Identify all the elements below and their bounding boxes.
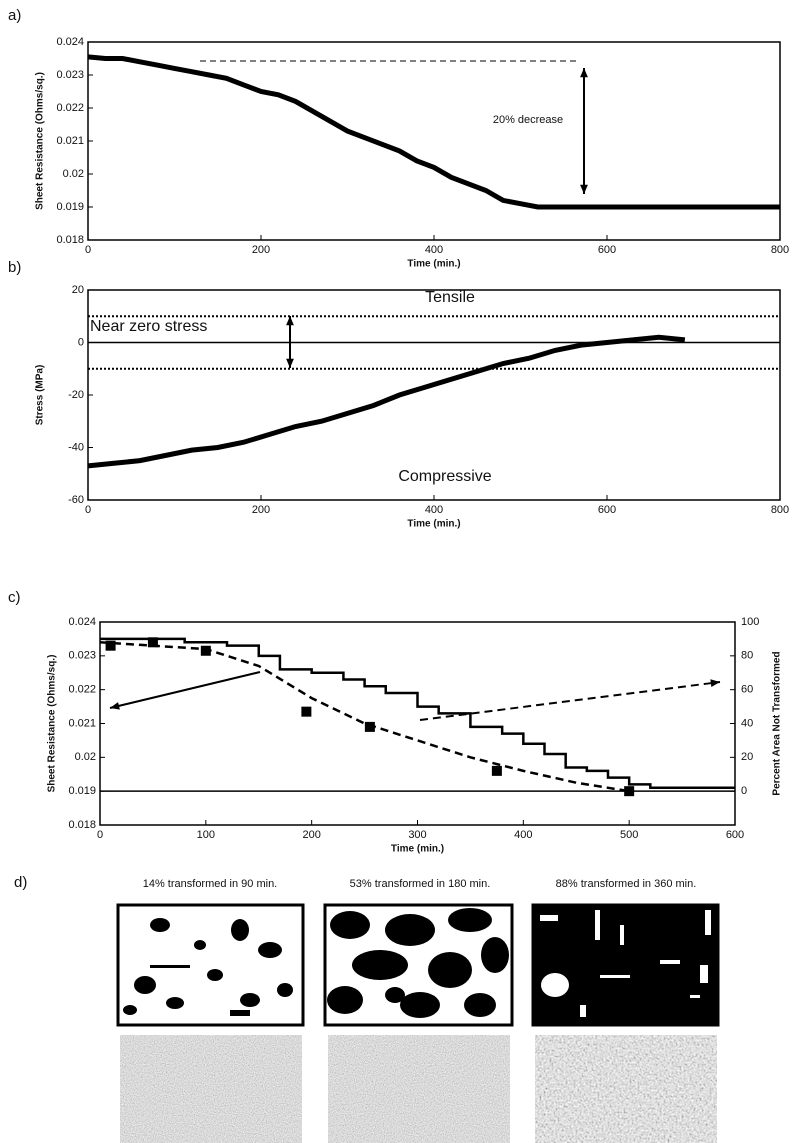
panel-label: b)	[8, 259, 21, 276]
series-line	[99, 641, 630, 793]
y-tick-label: -20	[68, 389, 84, 401]
binary-image	[323, 903, 514, 1027]
x-axis-title: Time (min.)	[407, 519, 460, 530]
y2-tick-label: 80	[741, 650, 753, 662]
marker	[105, 640, 116, 651]
x-axis-title: Time (min.)	[407, 259, 460, 270]
panel-label: d)	[14, 874, 27, 891]
y-tick-label: 0.021	[56, 135, 84, 147]
arrow-head	[110, 702, 120, 710]
annotation: Compressive	[398, 468, 491, 485]
y2-tick-label: 40	[741, 717, 753, 729]
series-line	[87, 54, 780, 210]
x-tick-label: 600	[598, 244, 616, 256]
y2-axis-title: Percent Area Not Transformed	[772, 651, 783, 795]
marker	[491, 765, 502, 776]
x-tick-label: 300	[408, 829, 426, 841]
caption: 88% transformed in 360 min.	[556, 878, 697, 890]
x-tick-label: 400	[425, 244, 443, 256]
y2-tick-label: 100	[741, 616, 759, 628]
y-tick-label: 0.024	[68, 616, 96, 628]
x-tick-label: 0	[85, 244, 91, 256]
y-axis-title: Stress (MPa)	[35, 365, 46, 426]
caption: 14% transformed in 90 min.	[143, 878, 278, 890]
y-tick-label: 0.019	[56, 201, 84, 213]
y-tick-label: -60	[68, 494, 84, 506]
panel-label: c)	[8, 589, 21, 606]
binary-image	[531, 903, 720, 1027]
x-tick-label: 200	[252, 244, 270, 256]
arrow-head	[580, 68, 588, 78]
annotation: Near zero stress	[90, 318, 207, 335]
y-axis-title: Sheet Resistance (Ohms/sq.)	[35, 72, 46, 210]
marker	[301, 706, 312, 717]
y-tick-label: 0.02	[75, 751, 96, 763]
panel-label: a)	[8, 7, 21, 24]
x-tick-label: 600	[726, 829, 744, 841]
micrograph	[535, 1035, 717, 1143]
y-axis-title: Sheet Resistance (Ohms/sq.)	[47, 655, 58, 793]
plot-frame	[99, 621, 736, 826]
y-tick-label: 0.02	[63, 168, 84, 180]
arrow	[109, 671, 261, 709]
y-tick-label: 0.021	[68, 717, 96, 729]
y-tick-label: 0.018	[56, 234, 84, 246]
micrograph	[120, 1035, 302, 1143]
y-tick-label: -40	[68, 441, 84, 453]
y2-tick-label: 20	[741, 751, 753, 763]
x-axis-title: Time (min.)	[391, 844, 444, 855]
arrow-head	[710, 679, 720, 688]
y-tick-label: 0.018	[68, 819, 96, 831]
y-tick-label: 0.022	[68, 684, 96, 696]
binary-image	[116, 903, 305, 1027]
x-tick-label: 0	[97, 829, 103, 841]
marker	[364, 721, 375, 732]
y-tick-label: 0.023	[56, 69, 84, 81]
x-tick-label: 800	[771, 244, 789, 256]
x-tick-label: 0	[85, 504, 91, 516]
y-tick-label: 0.023	[68, 650, 96, 662]
marker	[147, 637, 158, 648]
y-tick-label: 0.024	[56, 36, 84, 48]
micrograph	[328, 1035, 510, 1143]
arrow-head	[286, 316, 294, 326]
y-tick-label: 20	[72, 284, 84, 296]
series-line	[100, 637, 735, 790]
x-tick-label: 200	[302, 829, 320, 841]
x-tick-label: 400	[514, 829, 532, 841]
marker	[624, 786, 635, 797]
series-line	[87, 334, 686, 469]
x-tick-label: 600	[598, 504, 616, 516]
marker	[200, 645, 211, 656]
caption: 53% transformed in 180 min.	[350, 878, 491, 890]
x-tick-label: 400	[425, 504, 443, 516]
y2-tick-label: 60	[741, 684, 753, 696]
arrow-head	[286, 358, 294, 368]
y2-tick-label: 0	[741, 785, 747, 797]
y-tick-label: 0.019	[68, 785, 96, 797]
x-tick-label: 800	[771, 504, 789, 516]
y-tick-label: 0	[78, 336, 84, 348]
annotation: 20% decrease	[493, 114, 563, 126]
x-tick-label: 200	[252, 504, 270, 516]
y-tick-label: 0.022	[56, 102, 84, 114]
arrow-head	[580, 184, 588, 194]
x-tick-label: 500	[620, 829, 638, 841]
arrow	[419, 681, 721, 721]
annotation: Tensile	[425, 289, 475, 306]
x-tick-label: 100	[197, 829, 215, 841]
